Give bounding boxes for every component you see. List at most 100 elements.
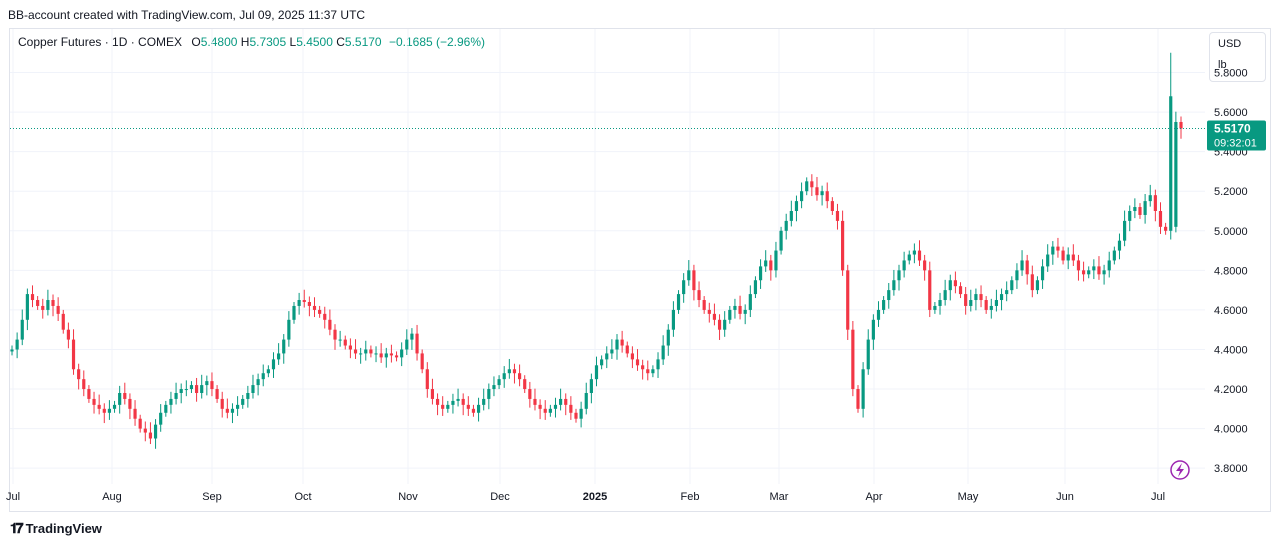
candle-body	[20, 319, 24, 340]
candle-body	[902, 260, 906, 271]
candle-body	[1066, 254, 1070, 261]
candle-body	[220, 398, 224, 409]
candle-body	[1148, 195, 1152, 202]
candle-body	[451, 400, 455, 405]
open-value: 5.4800	[200, 35, 238, 49]
candle-body	[594, 365, 599, 380]
candle-body	[559, 398, 563, 405]
candle-body	[969, 300, 973, 306]
candle-body	[794, 201, 799, 211]
symbol-name[interactable]: Copper Futures · 1D · COMEX	[18, 35, 183, 49]
candle-body	[1046, 254, 1050, 267]
low-label: L	[289, 35, 297, 49]
candle-body	[1169, 96, 1173, 231]
tradingview-logo-icon: 𝟏𝟕	[10, 520, 24, 536]
open-label: O	[191, 35, 201, 49]
unit-label: lb	[1218, 59, 1227, 71]
candle-body	[748, 294, 752, 310]
currency-unit-selector[interactable]: USD lb	[1209, 32, 1266, 82]
candle-body	[92, 398, 96, 405]
candle-body	[194, 385, 199, 393]
candle-body	[584, 393, 588, 409]
y-tick-label: 4.2000	[1214, 384, 1248, 396]
candle-body	[1092, 266, 1096, 271]
candle-body	[953, 280, 957, 287]
x-tick-label: Oct	[294, 491, 311, 503]
x-tick-label: Nov	[398, 491, 418, 503]
candle-body	[892, 280, 896, 291]
candle-body	[61, 313, 65, 330]
x-tick-label: Sep	[202, 491, 222, 503]
candle-body	[764, 260, 768, 267]
candle-body	[333, 329, 337, 340]
candle-body	[241, 398, 245, 405]
y-tick-label: 4.6000	[1214, 305, 1248, 317]
x-tick-label: Apr	[865, 491, 882, 503]
candle-body	[538, 404, 542, 409]
candle-body	[1179, 121, 1183, 129]
close-label: C	[336, 35, 345, 49]
candle-body	[1143, 201, 1147, 215]
candle-body	[769, 260, 773, 271]
candle-body	[476, 404, 481, 413]
candle-body	[236, 404, 240, 409]
symbol-legend: Copper Futures · 1D · COMEX O5.4800 H5.7…	[18, 35, 485, 49]
candle-body	[543, 408, 547, 413]
candle-body	[323, 313, 327, 320]
candle-body	[697, 290, 701, 301]
candle-body	[753, 280, 758, 295]
candle-body	[835, 211, 840, 221]
candle-body	[958, 286, 963, 295]
candle-body	[446, 404, 450, 409]
candle-body	[1097, 266, 1101, 275]
candle-body	[825, 191, 829, 202]
candle-body	[856, 389, 860, 409]
candle-body	[420, 353, 424, 370]
candle-body	[292, 305, 296, 320]
lightning-bolt-glyph	[1176, 463, 1184, 477]
candle-body	[564, 398, 568, 405]
candle-body	[30, 294, 35, 301]
price-tag-value: 5.5170	[1214, 122, 1251, 136]
x-tick-label: Jul	[1151, 491, 1165, 503]
candle-body	[630, 353, 634, 360]
candle-body	[82, 379, 86, 390]
candle-body	[666, 329, 670, 346]
candle-body	[846, 270, 850, 330]
candle-body	[128, 398, 132, 409]
candle-body	[548, 408, 552, 413]
y-tick-label: 4.0000	[1214, 424, 1248, 436]
candle-body	[743, 309, 747, 314]
candle-body	[318, 309, 322, 314]
candle-body	[487, 389, 491, 399]
candle-body	[984, 300, 988, 310]
candle-body	[779, 230, 783, 251]
candle-body	[112, 404, 117, 409]
change-value: −0.1685 (−2.96%)	[388, 35, 486, 49]
y-tick-label: 4.8000	[1214, 265, 1248, 277]
candle-body	[676, 294, 681, 310]
candle-body	[851, 329, 855, 390]
candle-body	[384, 353, 388, 358]
candle-body	[46, 300, 50, 310]
candle-body	[861, 369, 865, 409]
candle-body	[635, 359, 640, 366]
candle-body	[41, 305, 45, 310]
y-tick-label: 5.8000	[1214, 68, 1248, 80]
y-tick-label: 3.8000	[1214, 463, 1248, 475]
candle-body	[866, 339, 870, 370]
y-tick-label: 5.0000	[1214, 226, 1248, 238]
candle-body	[456, 398, 460, 401]
candle-body	[179, 389, 183, 393]
candle-body	[215, 389, 219, 399]
candle-body	[1015, 270, 1019, 281]
candle-body	[138, 418, 142, 429]
candle-body	[77, 369, 81, 380]
candle-body	[605, 353, 609, 360]
y-tick-label: 5.6000	[1214, 107, 1248, 119]
candle-body	[882, 300, 886, 310]
candle-body	[805, 181, 809, 192]
low-value: 5.4500	[296, 35, 333, 49]
candle-body	[738, 305, 742, 314]
